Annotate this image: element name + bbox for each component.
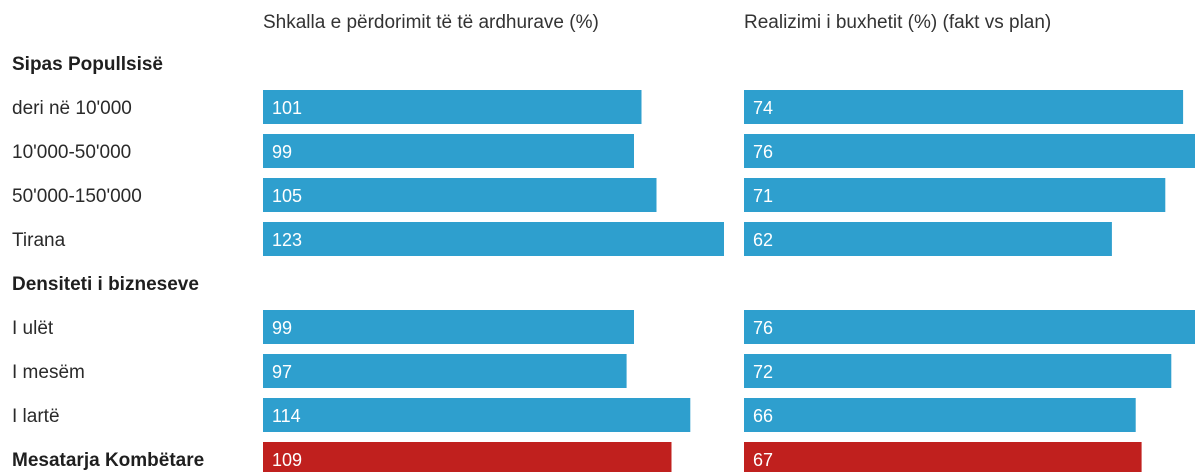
bar: [263, 222, 724, 256]
bar-value-label: 105: [272, 186, 302, 206]
category-label: I lartë: [12, 406, 60, 427]
bar: [744, 310, 1195, 344]
bar-value-label: 66: [753, 406, 773, 426]
bar: [744, 354, 1172, 388]
bar-value-label: 67: [753, 450, 773, 470]
category-label: I ulët: [12, 318, 54, 339]
bar-value-label: 101: [272, 98, 302, 118]
bar: [744, 178, 1166, 212]
panel-title-2: Realizimi i buxhetit (%) (fakt vs plan): [744, 12, 1051, 33]
bar: [263, 178, 657, 212]
bar: [744, 442, 1142, 472]
bar-value-label: 62: [753, 230, 773, 250]
bar-value-label: 109: [272, 450, 302, 470]
panel-title-1: Shkalla e përdorimit të të ardhurave (%): [263, 12, 599, 33]
category-label: I mesëm: [12, 362, 85, 383]
bar-value-label: 72: [753, 362, 773, 382]
group-label: Densiteti i bizneseve: [12, 274, 199, 295]
bar-value-label: 76: [753, 318, 773, 338]
bar: [263, 398, 691, 432]
bar: [744, 222, 1112, 256]
bar-value-label: 71: [753, 186, 773, 206]
bar: [744, 398, 1136, 432]
category-label: Tirana: [12, 230, 66, 251]
bar-value-label: 123: [272, 230, 302, 250]
bar-value-label: 97: [272, 362, 292, 382]
bar: [263, 442, 672, 472]
bar: [263, 354, 627, 388]
bar-value-label: 74: [753, 98, 773, 118]
bar: [263, 310, 634, 344]
bar-value-label: 76: [753, 142, 773, 162]
category-label: deri në 10'000: [12, 98, 132, 119]
bar: [744, 90, 1184, 124]
bar-value-label: 99: [272, 318, 292, 338]
bar-value-label: 99: [272, 142, 292, 162]
bar: [744, 134, 1195, 168]
bar-value-label: 114: [272, 406, 301, 426]
national-average-label: Mesatarja Kombëtare: [12, 450, 204, 471]
category-label: 50'000-150'000: [12, 186, 142, 207]
bar: [263, 134, 634, 168]
group-label: Sipas Popullsisë: [12, 54, 163, 75]
bar: [263, 90, 642, 124]
category-label: 10'000-50'000: [12, 142, 131, 163]
